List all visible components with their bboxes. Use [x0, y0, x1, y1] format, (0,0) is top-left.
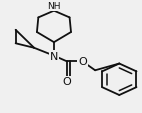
Text: NH: NH — [47, 2, 61, 11]
Text: N: N — [50, 51, 58, 61]
Text: O: O — [62, 77, 71, 87]
Text: O: O — [78, 57, 87, 67]
